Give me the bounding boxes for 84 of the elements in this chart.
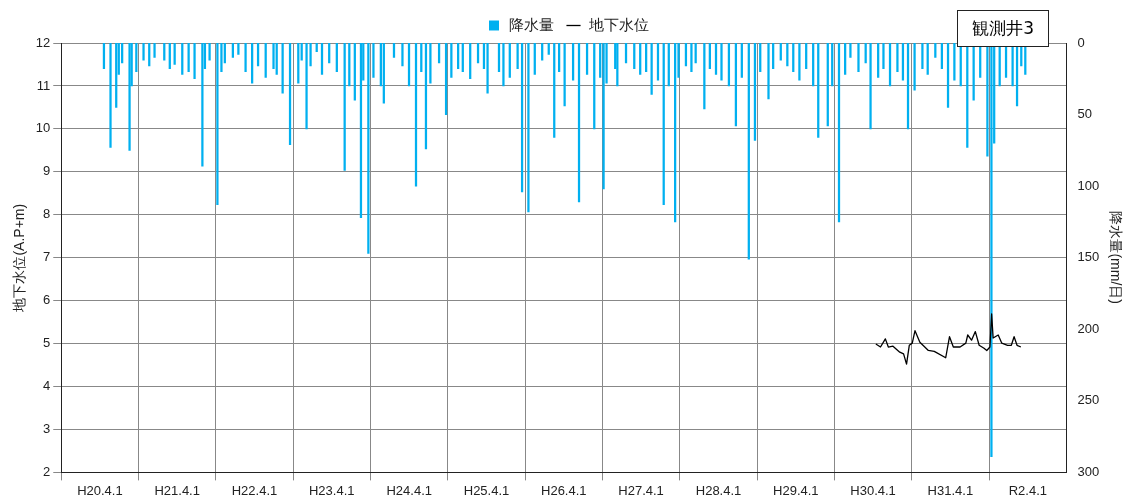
bar xyxy=(953,43,956,81)
x-tick-label: H24.4.1 xyxy=(386,482,432,498)
bar xyxy=(429,43,432,84)
bar xyxy=(882,43,885,70)
bar xyxy=(153,43,156,58)
y-tick-label: 5 xyxy=(43,335,51,351)
bar xyxy=(401,43,404,67)
y-tick-label: 4 xyxy=(43,378,51,394)
y-tick-label: 6 xyxy=(43,292,51,308)
bar xyxy=(300,43,303,61)
x-tick-label: R2.4.1 xyxy=(1008,482,1047,498)
bar xyxy=(779,43,782,61)
bar xyxy=(315,43,318,52)
bar xyxy=(921,43,924,70)
bar xyxy=(244,43,247,72)
x-tick-label: H27.4.1 xyxy=(618,482,664,498)
bar xyxy=(896,43,899,72)
bar xyxy=(367,43,370,254)
x-tick-label: H23.4.1 xyxy=(308,482,355,498)
x-tick-label: H21.4.1 xyxy=(154,482,200,498)
y-tick-label: 7 xyxy=(43,249,51,265)
y2-tick-label: 300 xyxy=(1077,463,1100,479)
bar xyxy=(849,43,852,58)
bar xyxy=(720,43,723,81)
x-tick-label: H22.4.1 xyxy=(231,482,278,498)
bar xyxy=(392,43,396,58)
bar xyxy=(502,43,505,87)
bar xyxy=(231,43,235,58)
y-tick-label: 3 xyxy=(43,421,51,437)
y-tick-label: 11 xyxy=(36,77,51,93)
bar xyxy=(913,43,916,91)
bar xyxy=(201,43,204,167)
bar xyxy=(109,43,112,148)
x-tick-label: H25.4.1 xyxy=(463,482,510,498)
bar xyxy=(527,43,530,213)
y2-tick-label: 100 xyxy=(1077,177,1100,193)
y2-axis-title: 降水量(mm/日) xyxy=(1107,211,1124,304)
bar xyxy=(163,43,166,61)
bar xyxy=(934,43,937,58)
y2-tick-label: 50 xyxy=(1077,106,1092,122)
bar xyxy=(690,43,693,72)
bar xyxy=(486,43,489,94)
chart-title: 観測井3 xyxy=(957,10,1049,47)
x-tick-label: H26.4.1 xyxy=(541,482,587,498)
x-tick-label: H28.4.1 xyxy=(695,482,742,498)
y-tick-label: 8 xyxy=(43,206,51,222)
bar xyxy=(767,43,770,100)
bar xyxy=(541,43,544,61)
y2-tick-label: 150 xyxy=(1077,249,1100,265)
bar xyxy=(142,43,145,61)
x-tick-label: H30.4.1 xyxy=(850,482,896,498)
y-tick-label: 9 xyxy=(43,163,51,179)
bar xyxy=(516,43,519,70)
y2-tick-label: 200 xyxy=(1077,320,1100,336)
bar xyxy=(740,43,743,78)
bar xyxy=(264,43,267,78)
bar xyxy=(193,43,196,80)
legend-label: 降水量 xyxy=(509,15,554,33)
bar xyxy=(173,43,176,65)
bar xyxy=(281,43,284,94)
y-tick-label: 10 xyxy=(35,120,51,136)
bar xyxy=(877,43,880,78)
y-axis-title: 地下水位(A.P+m) xyxy=(11,203,28,313)
x-tick-label: H20.4.1 xyxy=(77,482,123,498)
y2-tick-label: 0 xyxy=(1077,34,1085,50)
legend-label: 地下水位 xyxy=(587,15,649,33)
bar xyxy=(216,43,219,206)
bar xyxy=(208,43,211,61)
bar xyxy=(857,43,860,72)
y-tick-label: 12 xyxy=(35,34,51,50)
x-tick-label: H31.4.1 xyxy=(927,482,974,498)
bar xyxy=(237,43,240,55)
bar xyxy=(508,43,511,78)
bar xyxy=(305,43,308,130)
y-tick-label: 2 xyxy=(43,463,51,479)
bar xyxy=(563,43,566,107)
bar xyxy=(128,43,131,151)
bar xyxy=(869,43,872,130)
bar xyxy=(602,43,605,190)
y2-tick-label: 250 xyxy=(1077,392,1100,408)
bar xyxy=(372,43,375,78)
bar xyxy=(798,43,801,81)
x-tick-label: H29.4.1 xyxy=(773,482,819,498)
bar xyxy=(450,43,453,78)
